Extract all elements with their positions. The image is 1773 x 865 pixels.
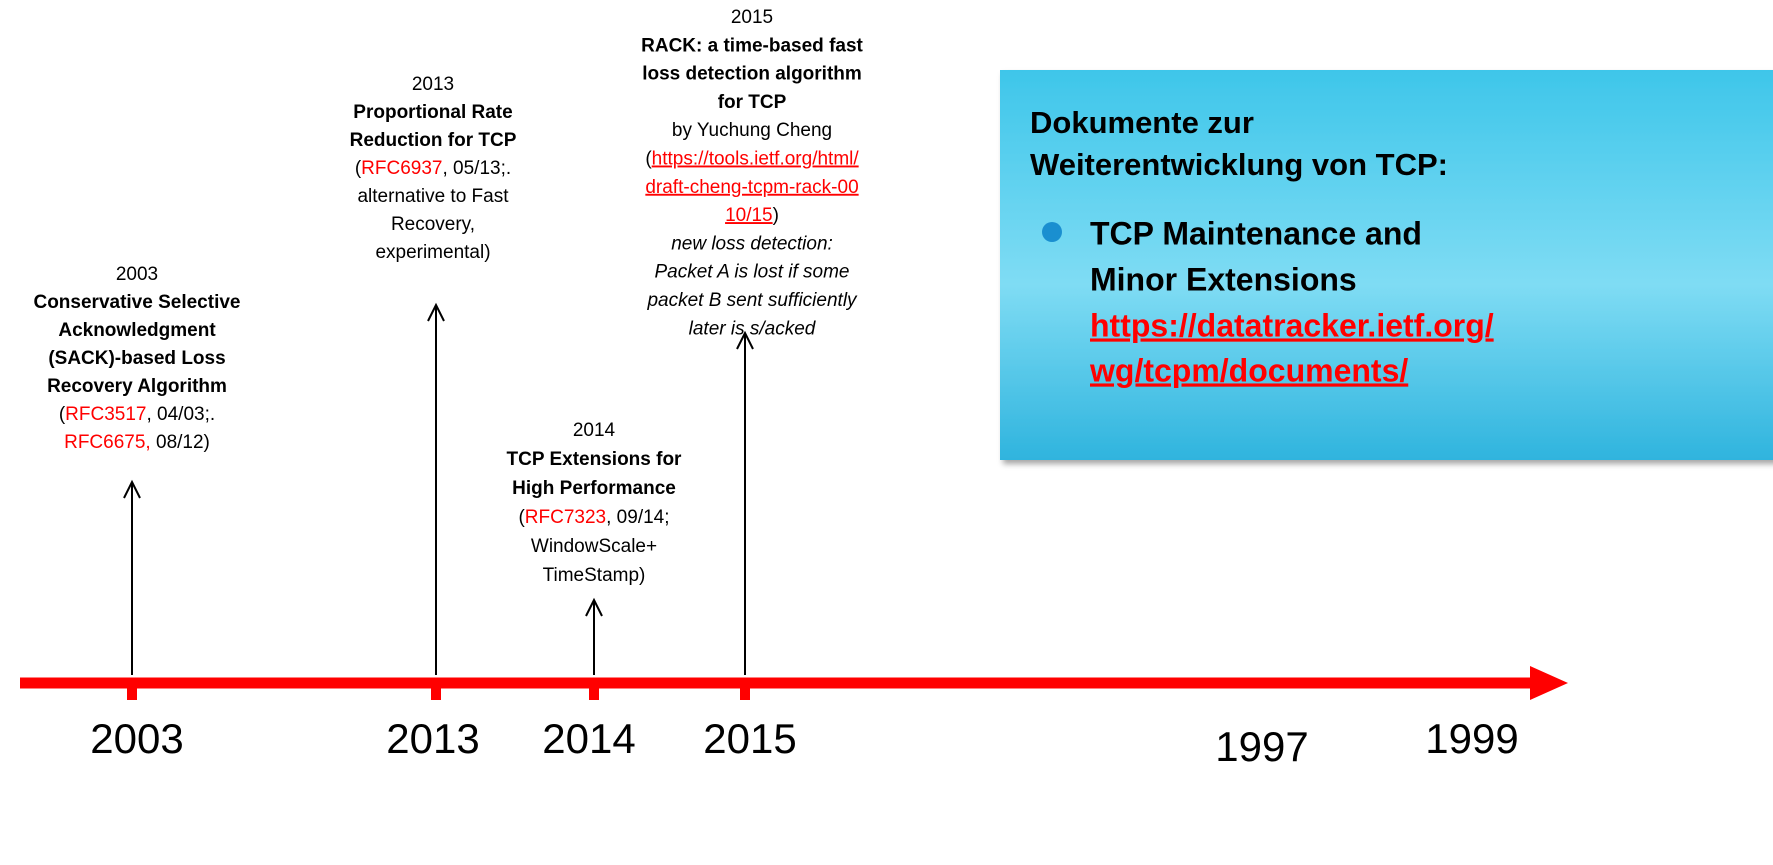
event-line: (RFC3517, 04/03;. — [59, 404, 215, 425]
axis-year-label: 2015 — [703, 715, 796, 762]
event-text: by Yuchung Cheng — [672, 120, 832, 141]
event-line: alternative to Fast — [357, 186, 509, 207]
event-text: Acknowledgment — [58, 320, 216, 341]
box-title: Weiterentwicklung von TCP: — [1030, 147, 1448, 182]
event-line: (RFC7323, 09/14; — [518, 507, 669, 528]
event-line: loss detection algorithm — [642, 64, 862, 85]
event-line: Recovery, — [391, 214, 475, 235]
event-text: Recovery Algorithm — [47, 376, 227, 397]
event-line: RACK: a time-based fast — [641, 35, 863, 56]
event-line: later is s/acked — [689, 318, 817, 339]
event-line: High Performance — [512, 478, 676, 499]
event-line: packet B sent sufficiently — [646, 290, 858, 311]
box-title: Dokumente zur — [1030, 105, 1254, 140]
event-arrowhead — [123, 479, 141, 499]
event-text: WindowScale+ — [531, 536, 657, 557]
event-text: ( — [518, 507, 525, 528]
event-text: RFC6937 — [361, 158, 442, 179]
event-text: RFC7323 — [525, 507, 606, 528]
timeline-arrowhead — [1530, 666, 1568, 700]
event-line: (https://tools.ietf.org/html/ — [645, 149, 859, 170]
event-year: 2014 — [573, 420, 616, 441]
event-text: 08/12) — [151, 432, 210, 453]
event-line: for TCP — [718, 92, 787, 113]
event-text: , 09/14; — [606, 507, 669, 528]
event-line: TimeStamp) — [543, 565, 646, 586]
event-text: Reduction for TCP — [350, 130, 517, 151]
axis-year-label: 2014 — [542, 715, 635, 762]
event-text: , 05/13;. — [442, 158, 511, 179]
event-text: Recovery, — [391, 214, 475, 235]
timeline-tick — [740, 683, 750, 700]
event-text: ( — [645, 149, 652, 170]
event-text: draft-cheng-tcpm-rack-00 — [645, 177, 858, 198]
event-text: Conservative Selective — [33, 292, 240, 313]
event-line: new loss detection: — [671, 233, 833, 254]
box-link: https://datatracker.ietf.org/ — [1090, 307, 1494, 343]
timeline-tick — [127, 683, 137, 700]
event-text: for TCP — [718, 92, 787, 113]
axis-year-label: 2003 — [90, 715, 183, 762]
event-text: ( — [355, 158, 362, 179]
event-text: new loss detection: — [671, 233, 833, 254]
box-link: wg/tcpm/documents/ — [1089, 352, 1408, 388]
event-line: TCP Extensions for — [507, 449, 683, 470]
event-text: RFC6675, — [64, 432, 151, 453]
event-line: Reduction for TCP — [350, 130, 517, 151]
event-text: High Performance — [512, 478, 676, 499]
event-line: (RFC6937, 05/13;. — [355, 158, 511, 179]
event-year: 2015 — [731, 7, 773, 28]
event-text: ) — [773, 205, 779, 226]
event-arrowhead — [736, 330, 754, 350]
bullet-text: TCP Maintenance and — [1090, 215, 1422, 251]
timeline-tick — [431, 683, 441, 700]
event-text: alternative to Fast — [357, 186, 509, 207]
timeline-tick — [589, 683, 599, 700]
event-line: Conservative Selective — [33, 292, 240, 313]
event-year: 2013 — [412, 74, 454, 95]
event-text: Proportional Rate — [353, 102, 512, 123]
axis-year-label: 2013 — [386, 715, 479, 762]
event-text: , 04/03;. — [146, 404, 215, 425]
event-arrowhead — [427, 302, 445, 322]
event-text: ( — [59, 404, 66, 425]
event-text: TCP Extensions for — [507, 449, 683, 470]
event-line: Proportional Rate — [353, 102, 512, 123]
info-box — [1000, 70, 1773, 460]
event-text: loss detection algorithm — [642, 64, 862, 85]
event-line: (SACK)-based Loss — [48, 348, 225, 369]
bullet-text: Minor Extensions — [1090, 261, 1357, 297]
event-text: packet B sent sufficiently — [646, 290, 858, 311]
event-line: Recovery Algorithm — [47, 376, 227, 397]
event-arrowhead — [585, 597, 603, 617]
event-text: Packet A is lost if some — [655, 262, 850, 283]
event-text: (SACK)-based Loss — [48, 348, 225, 369]
event-line: WindowScale+ — [531, 536, 657, 557]
event-text: https://tools.ietf.org/html/ — [652, 149, 860, 170]
event-line: Packet A is lost if some — [655, 262, 850, 283]
event-text: RACK: a time-based fast — [641, 35, 863, 56]
event-line: draft-cheng-tcpm-rack-00 — [645, 177, 858, 198]
event-line: Acknowledgment — [58, 320, 216, 341]
event-line: RFC6675, 08/12) — [64, 432, 210, 453]
event-text: experimental) — [375, 242, 490, 263]
event-line: 10/15) — [725, 205, 779, 226]
event-text: RFC3517 — [65, 404, 146, 425]
event-line: experimental) — [375, 242, 490, 263]
axis-year-label: 1997 — [1215, 723, 1308, 770]
event-text: 10/15 — [725, 205, 773, 226]
bullet — [1042, 222, 1062, 242]
event-text: later is s/acked — [689, 318, 817, 339]
event-year: 2003 — [116, 264, 158, 285]
event-line: by Yuchung Cheng — [672, 120, 832, 141]
axis-year-label: 1999 — [1425, 715, 1518, 762]
event-text: TimeStamp) — [543, 565, 646, 586]
